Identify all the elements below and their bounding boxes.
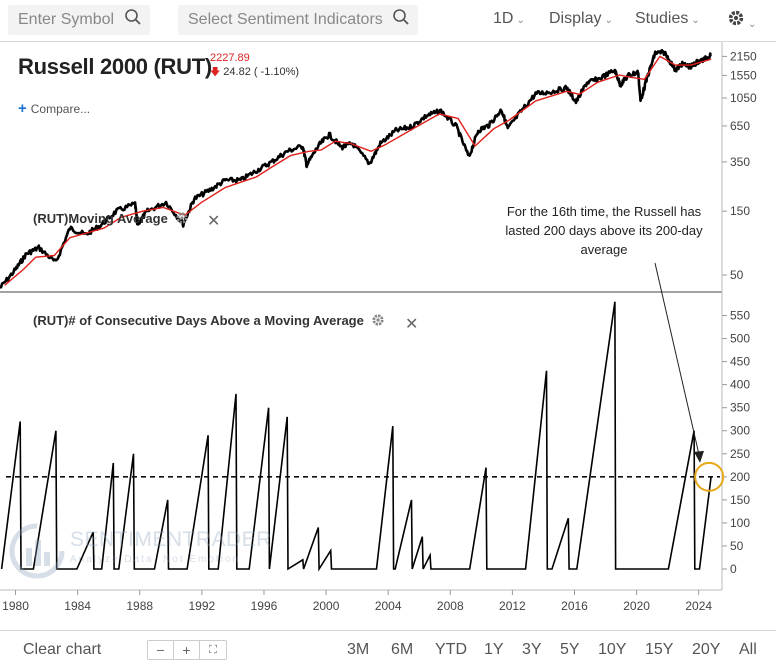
range-10y-button[interactable]: 10Y bbox=[598, 641, 627, 658]
chart-annotation: For the 16th time, the Russell has laste… bbox=[505, 204, 703, 257]
x-tick-label: 2008 bbox=[437, 599, 464, 613]
range-3y-button[interactable]: 3Y bbox=[522, 641, 542, 658]
price-display: 2227.89 🡇 24.82 ( -1.10%) bbox=[210, 52, 330, 82]
y-tick-label: 2150 bbox=[730, 49, 757, 63]
gear-icon bbox=[728, 10, 744, 26]
display-label: Display bbox=[549, 10, 602, 27]
range-ytd-button[interactable]: YTD bbox=[435, 641, 467, 658]
y-tick-label: 150 bbox=[730, 204, 750, 218]
studies-menu[interactable]: Studies ⌄ bbox=[635, 10, 700, 28]
range-6m-button[interactable]: 6M bbox=[391, 641, 414, 658]
range-3m-button[interactable]: 3M bbox=[347, 641, 370, 658]
indicator-input[interactable] bbox=[178, 5, 418, 35]
range-all-button[interactable]: All bbox=[739, 641, 757, 658]
fit-button[interactable]: ⛶ bbox=[209, 644, 217, 656]
moving-average-line bbox=[4, 55, 712, 286]
watermark: SENTIMENTRADER Analyze Data, Not Emotion bbox=[8, 522, 271, 585]
chevron-down-icon: ⌄ bbox=[748, 19, 757, 30]
bottom-bar: Clear chart − + ⛶ 3M 6M YTD 1Y 3Y 5Y 10Y… bbox=[0, 630, 776, 666]
down-arrow-icon: 🡇 bbox=[210, 67, 221, 78]
x-tick-label: 2004 bbox=[375, 599, 402, 613]
page-title: Russell 2000 (RUT) bbox=[18, 54, 212, 79]
price-series-line bbox=[0, 49, 713, 289]
settings-menu[interactable]: ⌄ bbox=[727, 9, 756, 32]
last-price: 2227.89 bbox=[210, 52, 250, 64]
zoom-in-button[interactable]: + bbox=[174, 641, 200, 659]
top-toolbar: 1D⌄ Display⌄ Studies⌄ ⌄ bbox=[0, 0, 776, 42]
consecutive-label-text: (RUT)# of Consecutive Days Above a Movin… bbox=[33, 313, 364, 328]
y-tick-label: 300 bbox=[730, 424, 750, 438]
y-tick-label: 500 bbox=[730, 332, 750, 346]
chevron-down-icon: ⌄ bbox=[516, 15, 525, 26]
interval-label: 1D bbox=[493, 10, 514, 27]
watermark-tagline: Analyze Data, Not Emotion bbox=[70, 554, 241, 565]
range-1y-button[interactable]: 1Y bbox=[484, 641, 504, 658]
y-tick-label: 1050 bbox=[730, 91, 757, 105]
moving-average-study-label: (RUT)Moving Average bbox=[33, 211, 189, 226]
display-menu[interactable]: Display ⌄ bbox=[549, 10, 613, 28]
range-5y-button[interactable]: 5Y bbox=[560, 641, 580, 658]
y-tick-label: 400 bbox=[730, 378, 750, 392]
zoom-controls: − + ⛶ bbox=[147, 640, 227, 660]
x-tick-label: 1980 bbox=[2, 599, 29, 613]
chevron-down-icon: ⌄ bbox=[691, 15, 700, 26]
y-tick-label: 550 bbox=[730, 309, 750, 323]
x-tick-label: 1996 bbox=[251, 599, 278, 613]
symbol-search[interactable] bbox=[8, 5, 150, 35]
chevron-down-icon: ⌄ bbox=[604, 15, 613, 26]
y-tick-label: 350 bbox=[730, 155, 750, 169]
y-tick-label: 150 bbox=[730, 493, 750, 507]
close-icon[interactable]: ✕ bbox=[405, 316, 419, 333]
plus-icon: + bbox=[18, 100, 27, 117]
price-change: 🡇 24.82 ( -1.10%) bbox=[210, 65, 330, 82]
close-icon[interactable]: ✕ bbox=[207, 213, 221, 230]
chart-canvas[interactable]: 50 150 350 650 1050 1550 2150 0 50 100 150 200 250 30… bbox=[0, 42, 776, 630]
x-tick-label: 2012 bbox=[499, 599, 526, 613]
highlight-circle bbox=[694, 461, 725, 492]
clear-chart-button[interactable]: Clear chart bbox=[23, 641, 102, 658]
x-tick-label: 1992 bbox=[188, 599, 215, 613]
annotation-arrow bbox=[654, 262, 701, 459]
x-tick-label: 1984 bbox=[64, 599, 91, 613]
x-tick-label: 1988 bbox=[126, 599, 153, 613]
zoom-out-button[interactable]: − bbox=[148, 641, 174, 659]
y-tick-label: 350 bbox=[730, 401, 750, 415]
x-tick-label: 2020 bbox=[623, 599, 650, 613]
y-tick-label: 100 bbox=[730, 516, 750, 530]
compare-label: Compare... bbox=[30, 102, 91, 116]
gear-icon[interactable] bbox=[371, 313, 385, 327]
search-icon[interactable] bbox=[392, 8, 410, 31]
range-20y-button[interactable]: 20Y bbox=[692, 641, 721, 658]
watermark-name: SENTIMENTRADER bbox=[70, 528, 272, 551]
symbol-input[interactable] bbox=[8, 5, 150, 35]
studies-label: Studies bbox=[635, 10, 689, 27]
search-icon[interactable] bbox=[124, 8, 142, 31]
interval-dropdown[interactable]: 1D ⌄ bbox=[493, 10, 525, 28]
x-tick-label: 2024 bbox=[685, 599, 712, 613]
consecutive-days-study-label: (RUT)# of Consecutive Days Above a Movin… bbox=[33, 313, 385, 328]
x-tick-label: 2016 bbox=[561, 599, 588, 613]
y-tick-label: 0 bbox=[730, 562, 737, 576]
compare-button[interactable]: + Compare... bbox=[18, 100, 90, 117]
annotation-arrowhead bbox=[694, 450, 704, 463]
chart-title: Russell 2000 (RUT) bbox=[18, 54, 212, 80]
y-tick-label: 450 bbox=[730, 355, 750, 369]
y-tick-label: 50 bbox=[730, 539, 744, 553]
y-tick-label: 200 bbox=[730, 470, 750, 484]
chart-area[interactable]: 50 150 350 650 1050 1550 2150 0 50 100 150 200 250 30… bbox=[0, 42, 776, 630]
y-tick-label: 1550 bbox=[730, 68, 757, 82]
consecutive-days-line bbox=[0, 301, 712, 572]
range-15y-button[interactable]: 15Y bbox=[645, 641, 674, 658]
y-tick-label: 50 bbox=[730, 268, 744, 282]
y-tick-label: 650 bbox=[730, 119, 750, 133]
x-tick-label: 2000 bbox=[313, 599, 340, 613]
y-tick-label: 250 bbox=[730, 447, 750, 461]
price-change-value: 24.82 ( -1.10%) bbox=[223, 66, 300, 78]
logo-icon bbox=[9, 523, 65, 579]
indicator-search[interactable] bbox=[178, 5, 418, 35]
moving-average-label-text: (RUT)Moving Average bbox=[33, 211, 168, 226]
gear-icon[interactable] bbox=[175, 211, 189, 225]
